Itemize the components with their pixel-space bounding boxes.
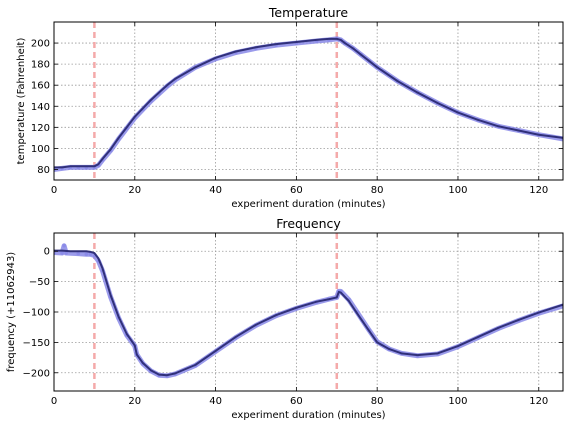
data-point xyxy=(60,251,64,255)
subplot-temperature: 0 20 40 60 80 100 120 80 100 120 140 160 180 200 Tempe… xyxy=(16,5,564,210)
data-point xyxy=(62,243,66,248)
y-tick-label: −50 xyxy=(29,277,50,288)
y-tick-label: 160 xyxy=(31,81,50,92)
data-point xyxy=(84,252,89,257)
x-axis-label: experiment duration (minutes) xyxy=(231,199,385,210)
y-tick-label: −100 xyxy=(23,308,50,319)
series-line-fit xyxy=(54,249,563,377)
y-axis-label: temperature (Fahrenheit) xyxy=(16,38,27,165)
x-tick-label: 0 xyxy=(51,396,57,407)
plot-area xyxy=(54,22,563,180)
x-tick-label: 120 xyxy=(529,396,548,407)
y-tick-label: −150 xyxy=(23,338,50,349)
y-tick-label: 180 xyxy=(31,60,50,71)
x-tick-label: 100 xyxy=(448,185,467,196)
x-axis-label: experiment duration (minutes) xyxy=(231,410,385,421)
plot-area xyxy=(54,233,563,391)
x-tick-label: 100 xyxy=(448,396,467,407)
y-tick-label: 80 xyxy=(37,165,50,176)
series-line-fit xyxy=(54,37,563,169)
data-point xyxy=(64,251,68,255)
x-tick-label: 60 xyxy=(290,396,303,407)
y-tick-label: −200 xyxy=(23,368,50,379)
y-tick-label: 200 xyxy=(31,39,50,50)
data-point xyxy=(88,252,93,257)
x-tick-label: 60 xyxy=(290,185,303,196)
x-tick-label: 120 xyxy=(529,185,548,196)
subplot-frequency: 0 20 40 60 80 100 120 0 −50 −100 −150 −200 Frequency… xyxy=(6,216,564,421)
y-tick-label: 140 xyxy=(31,102,50,113)
y-tick-label: 120 xyxy=(31,123,50,134)
x-tick-label: 40 xyxy=(209,396,222,407)
y-tick-label: 100 xyxy=(31,144,50,155)
data-point xyxy=(76,251,81,256)
x-tick-label: 40 xyxy=(209,185,222,196)
chart-title: Temperature xyxy=(268,5,348,20)
x-tick-label: 20 xyxy=(128,396,141,407)
x-tick-label: 80 xyxy=(371,396,384,407)
y-tick-label: 0 xyxy=(44,247,50,258)
x-tick-label: 0 xyxy=(51,185,57,196)
x-tick-label: 80 xyxy=(371,185,384,196)
x-tick-label: 20 xyxy=(128,185,141,196)
axes-frame xyxy=(53,21,564,181)
y-axis-label: frequency (+11062943) xyxy=(6,252,17,373)
chart-title: Frequency xyxy=(276,216,341,231)
